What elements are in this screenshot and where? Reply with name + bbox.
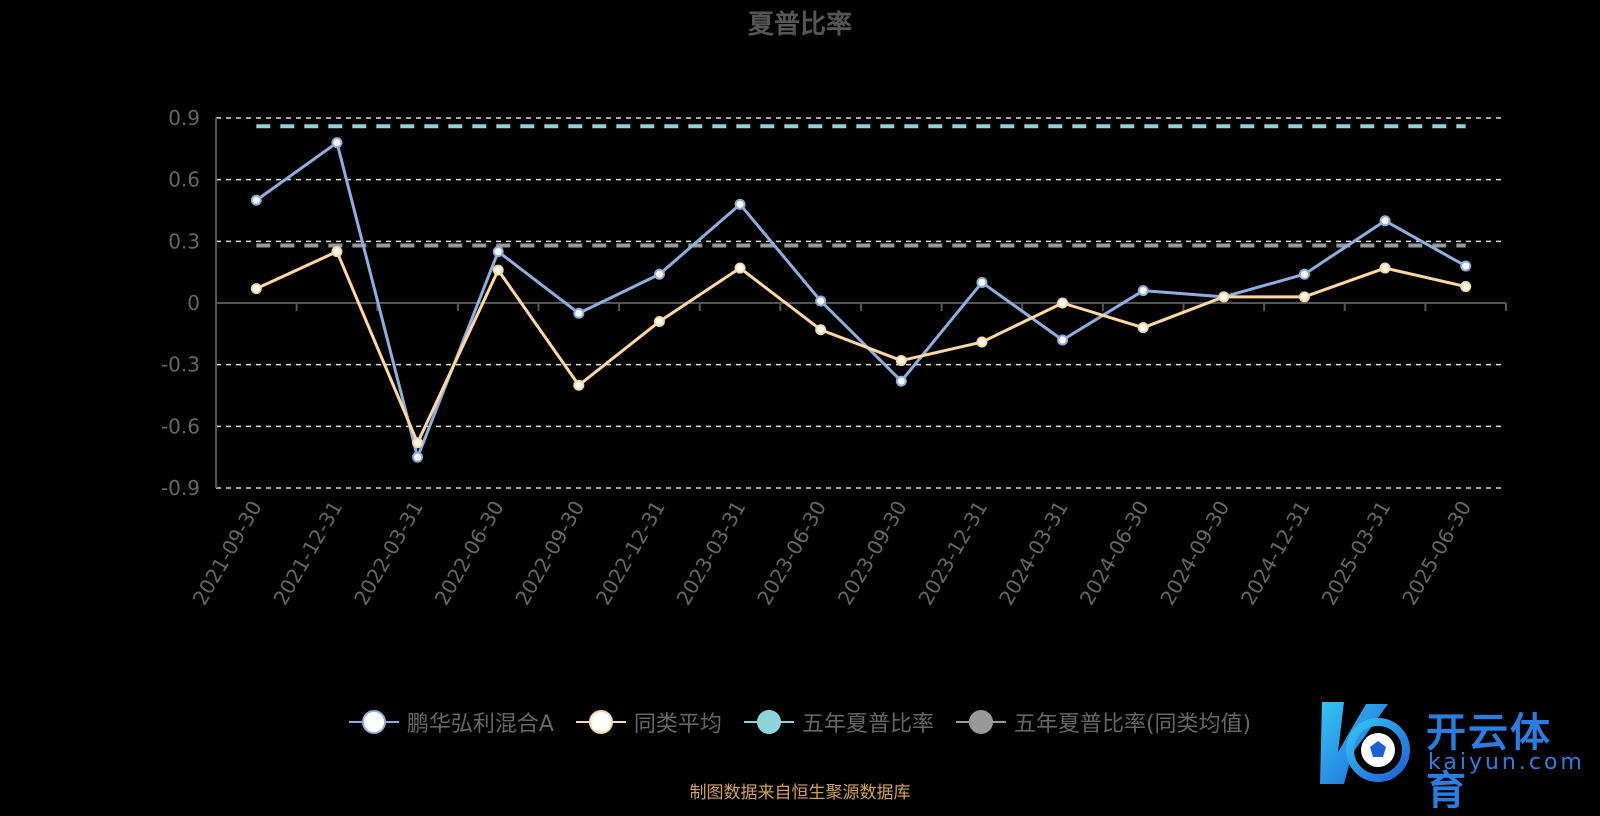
soccer-ball-icon — [1320, 702, 1410, 784]
category-avg-data-point — [573, 379, 585, 391]
category-avg-data-point — [1137, 322, 1149, 334]
x-tick-label: 2021-09-30 — [188, 497, 267, 610]
legend-item-five-year[interactable]: 五年夏普比率 — [743, 706, 934, 738]
category-avg-data-point — [492, 264, 504, 276]
fund-data-point — [1137, 285, 1149, 297]
x-tick-label: 2023-03-31 — [671, 497, 750, 610]
category-avg-data-point — [815, 324, 827, 336]
fund-data-point — [976, 276, 988, 288]
legend-label-five-year: 五年夏普比率 — [801, 712, 934, 737]
category-avg-data-point — [895, 355, 907, 367]
category-avg-data-point — [412, 437, 424, 449]
fund-data-point — [250, 194, 262, 206]
category-avg-data-point — [1379, 262, 1391, 274]
y-tick-label: -0.6 — [161, 414, 200, 438]
fund-data-point — [895, 375, 907, 387]
x-tick-label: 2024-12-31 — [1236, 497, 1315, 610]
fund-data-point — [734, 198, 746, 210]
legend-item-category-avg[interactable]: 同类平均 — [575, 706, 722, 738]
fund-data-point — [492, 246, 504, 258]
y-tick-label: 0.3 — [168, 229, 200, 253]
x-tick-label: 2024-03-31 — [994, 497, 1073, 610]
legend-marker-five-year — [743, 707, 794, 737]
x-tick-label: 2023-09-30 — [833, 497, 912, 610]
fund-data-point — [331, 137, 343, 149]
watermark-name: 开云体育 — [1426, 710, 1552, 814]
category-avg-data-point — [1218, 291, 1230, 303]
category-avg-series-line — [255, 250, 1467, 445]
fund-data-point — [1057, 334, 1069, 346]
fund-data-point — [653, 268, 665, 280]
legend-item-five-year-avg[interactable]: 五年夏普比率(同类均值) — [955, 706, 1252, 738]
legend-label-five-year-avg: 五年夏普比率(同类均值) — [1013, 712, 1252, 737]
x-tick-label: 2023-06-30 — [752, 497, 831, 610]
chart-title: 夏普比率 — [747, 10, 852, 40]
watermark-url: kaiyun.com — [1428, 750, 1585, 775]
y-tick-label: 0 — [187, 291, 200, 315]
category-avg-data-point — [1057, 297, 1069, 309]
y-tick-label: 0.6 — [168, 168, 200, 192]
legend-label-fund: 鹏华弘利混合A — [406, 712, 554, 737]
y-tick-label: 0.9 — [168, 106, 200, 130]
x-tick-label: 2022-03-31 — [349, 497, 428, 610]
category-avg-data-point — [1460, 281, 1472, 293]
x-tick-label: 2022-09-30 — [510, 497, 589, 610]
legend-label-category-avg: 同类平均 — [633, 712, 722, 737]
legend-marker-fund — [348, 707, 399, 737]
category-avg-data-point — [734, 262, 746, 274]
fund-data-point — [1298, 268, 1310, 280]
x-tick-label: 2025-06-30 — [1397, 497, 1476, 610]
category-avg-data-point — [653, 316, 665, 327]
legend-marker-five-year-avg — [955, 707, 1006, 737]
y-tick-label: -0.9 — [161, 476, 200, 500]
legend-marker-category-avg — [575, 707, 626, 737]
fund-data-point — [1460, 260, 1472, 272]
x-tick-label: 2024-06-30 — [1075, 497, 1154, 610]
x-tick-label: 2025-03-31 — [1316, 497, 1395, 610]
fund-data-point — [1379, 215, 1391, 227]
x-tick-label: 2021-12-31 — [268, 497, 347, 610]
x-tick-label: 2024-09-30 — [1155, 497, 1234, 610]
category-avg-data-point — [250, 283, 262, 295]
x-tick-label: 2022-06-30 — [430, 497, 509, 610]
x-tick-label: 2022-12-31 — [591, 497, 670, 610]
x-tick-label: 2023-12-31 — [913, 497, 992, 610]
fund-series-line — [255, 141, 1467, 459]
legend-item-fund[interactable]: 鹏华弘利混合A — [348, 706, 554, 738]
fund-data-point — [412, 451, 424, 463]
fund-data-point — [573, 307, 585, 319]
category-avg-data-point — [331, 246, 343, 258]
watermark-logo: 开云体育 kaiyun.com — [1314, 692, 1585, 814]
category-avg-data-point — [976, 336, 988, 348]
y-tick-label: -0.3 — [161, 353, 200, 377]
chart-legend: 鹏华弘利混合A 同类平均 五年夏普比率 五年夏普比率(同类均值) — [0, 706, 1600, 738]
category-avg-data-point — [1298, 291, 1310, 303]
data-source-note: 制图数据来自恒生聚源数据库 — [689, 783, 911, 803]
fund-data-point — [815, 295, 827, 307]
